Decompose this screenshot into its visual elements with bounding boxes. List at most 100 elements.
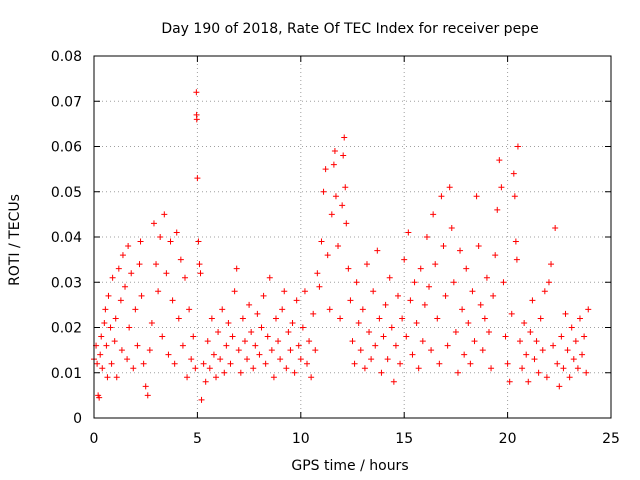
data-point bbox=[523, 351, 530, 358]
plot-frame bbox=[93, 55, 612, 419]
data-point bbox=[368, 356, 375, 363]
data-point bbox=[125, 243, 132, 250]
data-point bbox=[419, 338, 426, 345]
data-point bbox=[111, 338, 118, 345]
data-point bbox=[117, 297, 124, 304]
data-point bbox=[252, 342, 259, 349]
data-point bbox=[345, 265, 352, 272]
data-point bbox=[219, 306, 226, 313]
data-point bbox=[184, 374, 191, 381]
x-tick-label: 25 bbox=[602, 431, 620, 447]
data-point bbox=[318, 238, 325, 245]
data-point bbox=[225, 319, 232, 326]
data-point bbox=[454, 369, 461, 376]
x-tick-label: 5 bbox=[193, 431, 202, 447]
data-point bbox=[210, 351, 217, 358]
data-point bbox=[390, 378, 397, 385]
data-point bbox=[157, 234, 164, 240]
data-point bbox=[448, 224, 455, 231]
data-point bbox=[494, 206, 501, 213]
data-point bbox=[554, 360, 561, 367]
data-point bbox=[215, 329, 222, 336]
data-point bbox=[504, 360, 511, 367]
data-point bbox=[98, 333, 105, 340]
y-tick-label: 0 bbox=[73, 411, 82, 427]
data-point bbox=[134, 342, 141, 349]
ticks-layer: 0 5 10 15 20 25 0 0.01 0.02 0.03 0.04 0.05 0.06 0.07 0… bbox=[51, 49, 620, 447]
data-point bbox=[511, 193, 518, 200]
data-point bbox=[417, 265, 424, 272]
data-point bbox=[124, 356, 131, 363]
data-point bbox=[473, 193, 480, 200]
data-point bbox=[248, 329, 255, 336]
data-point bbox=[434, 315, 441, 322]
data-point bbox=[197, 270, 204, 277]
data-point bbox=[388, 324, 395, 331]
data-point bbox=[407, 297, 414, 304]
data-point bbox=[204, 338, 211, 345]
data-point bbox=[564, 347, 571, 354]
data-point bbox=[304, 360, 311, 367]
data-point bbox=[566, 374, 573, 381]
data-point bbox=[326, 306, 333, 313]
data-point bbox=[153, 261, 160, 268]
chart-title: Day 190 of 2018, Rate Of TEC Index for r… bbox=[161, 21, 538, 37]
data-point bbox=[378, 369, 385, 376]
data-point bbox=[239, 315, 246, 322]
data-point bbox=[426, 283, 433, 290]
data-point bbox=[457, 247, 464, 254]
data-point bbox=[272, 315, 279, 322]
data-point bbox=[279, 306, 286, 313]
data-point bbox=[221, 369, 228, 376]
data-point bbox=[171, 360, 178, 367]
data-point bbox=[119, 252, 126, 259]
data-point bbox=[543, 374, 550, 381]
data-point bbox=[188, 356, 195, 363]
data-point bbox=[392, 342, 399, 349]
data-point bbox=[310, 310, 317, 317]
data-point bbox=[357, 347, 364, 354]
data-point bbox=[206, 365, 213, 372]
data-point bbox=[103, 342, 110, 349]
data-point bbox=[442, 292, 449, 299]
data-point bbox=[340, 152, 347, 159]
data-point bbox=[488, 365, 495, 372]
data-point bbox=[533, 338, 540, 345]
data-point bbox=[548, 261, 555, 268]
data-point bbox=[306, 338, 313, 345]
data-point bbox=[535, 369, 542, 376]
data-point bbox=[512, 238, 519, 245]
data-point bbox=[574, 365, 581, 372]
y-tick-label: 0.08 bbox=[51, 49, 82, 65]
data-point bbox=[128, 270, 135, 277]
y-tick-label: 0.03 bbox=[51, 275, 82, 291]
data-point bbox=[485, 329, 492, 336]
data-point bbox=[450, 279, 457, 286]
data-point bbox=[351, 360, 358, 367]
data-point bbox=[241, 338, 248, 345]
data-point bbox=[289, 319, 296, 326]
data-point bbox=[115, 265, 122, 272]
data-point bbox=[235, 347, 242, 354]
data-point bbox=[428, 347, 435, 354]
data-point bbox=[477, 301, 484, 308]
data-point bbox=[423, 234, 430, 240]
data-point bbox=[112, 315, 119, 322]
data-point bbox=[452, 329, 459, 336]
data-point bbox=[324, 252, 331, 259]
data-point bbox=[560, 365, 567, 372]
grid-layer bbox=[94, 56, 611, 418]
data-point bbox=[541, 288, 548, 295]
data-point bbox=[570, 356, 577, 363]
data-point bbox=[579, 351, 586, 358]
data-point bbox=[202, 378, 209, 385]
data-point bbox=[167, 238, 174, 245]
data-point bbox=[363, 261, 370, 268]
y-tick-label: 0.01 bbox=[51, 366, 82, 382]
data-point bbox=[107, 324, 114, 331]
data-point bbox=[446, 184, 453, 191]
data-point bbox=[169, 297, 176, 304]
data-point bbox=[347, 297, 354, 304]
